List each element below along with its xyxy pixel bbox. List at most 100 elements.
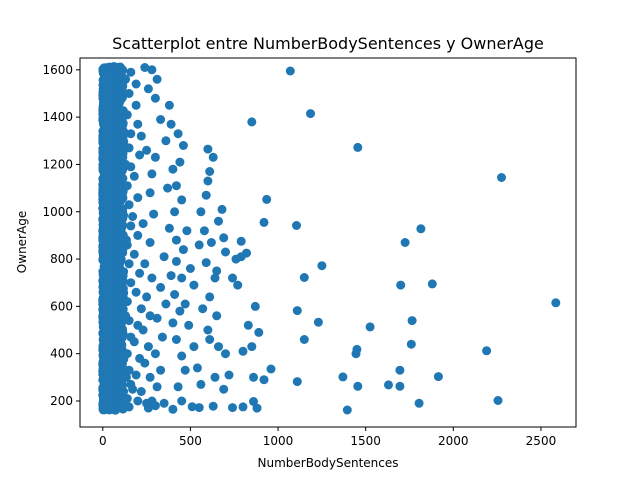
scatter-point	[150, 349, 160, 359]
scatter-point	[259, 375, 269, 385]
scatter-point	[180, 299, 190, 309]
scatter-point	[114, 143, 124, 153]
scatter-point	[187, 402, 197, 412]
scatter-point	[117, 333, 127, 343]
scatter-point	[228, 403, 237, 413]
scatter-point	[124, 200, 134, 210]
scatter-point	[168, 318, 178, 328]
scatter-point	[115, 93, 125, 103]
scatter-point	[189, 342, 199, 352]
scatter-point	[365, 322, 375, 332]
scatter-point	[201, 258, 211, 268]
scatter-point	[205, 167, 215, 176]
scatter-point	[292, 377, 302, 387]
scatter-point	[171, 256, 181, 266]
scatter-point	[126, 129, 136, 139]
scatter-point	[313, 317, 323, 327]
scatter-point	[133, 230, 143, 240]
scatter-point	[249, 372, 258, 382]
scatter-point	[116, 283, 126, 293]
scatter-point	[112, 163, 122, 172]
scatter-point	[242, 248, 251, 258]
scatter-point	[201, 190, 211, 200]
scatter-point	[114, 311, 124, 321]
scatter-point	[161, 136, 171, 146]
scatter-point	[126, 278, 136, 288]
scatter-point	[159, 252, 169, 262]
scatter-point	[171, 181, 181, 191]
scatter-point	[198, 304, 208, 314]
scatter-point	[210, 372, 220, 382]
scatter-point	[112, 361, 122, 371]
scatter-point	[221, 247, 230, 257]
scatter-point	[142, 292, 152, 302]
scatter-point	[133, 320, 143, 330]
scatter-points	[121, 63, 561, 415]
dense-point-cluster	[98, 62, 129, 415]
scatter-point	[203, 176, 213, 186]
scatter-point	[224, 370, 234, 380]
scatter-point	[142, 145, 152, 155]
y-tick-label: 1200	[42, 157, 73, 171]
scatter-point	[285, 66, 295, 76]
x-tick-label: 500	[179, 434, 202, 448]
dense-point-block	[100, 66, 113, 411]
scatter-point	[121, 159, 131, 169]
scatter-point	[194, 403, 204, 413]
scatter-point	[118, 271, 128, 281]
scatter-point	[117, 340, 127, 350]
scatter-point	[231, 254, 241, 264]
scatter-point	[406, 339, 416, 349]
scatter-point	[238, 402, 248, 412]
scatter-point	[150, 93, 160, 103]
scatter-point	[178, 141, 188, 150]
scatter-point	[164, 100, 174, 110]
scatter-point	[143, 84, 153, 94]
scatter-point	[175, 306, 185, 316]
scatter-point	[395, 381, 405, 391]
scatter-point	[173, 129, 183, 139]
y-axis-label: OwnerAge	[15, 211, 29, 273]
scatter-point	[145, 238, 155, 247]
scatter-point	[147, 65, 157, 75]
scatter-point	[219, 384, 229, 394]
scatter-point	[126, 332, 136, 342]
scatter-point	[217, 204, 227, 214]
scatter-point	[152, 313, 162, 323]
scatter-point	[140, 259, 150, 269]
scatter-point	[122, 110, 132, 120]
plot-frame	[79, 57, 577, 428]
scatter-point	[126, 67, 136, 77]
scatter-point	[170, 290, 180, 299]
scatter-point	[247, 117, 257, 127]
scatter-point	[196, 207, 206, 217]
scatter-point	[114, 186, 124, 196]
scatter-point	[157, 332, 167, 342]
scatter-point	[178, 245, 188, 255]
scatter-point	[338, 372, 348, 382]
scatter-point	[114, 121, 124, 131]
scatter-point	[147, 273, 157, 283]
scatter-point	[236, 236, 246, 246]
scatter-point	[262, 194, 272, 204]
scatter-point	[117, 82, 127, 92]
y-tick-label: 1400	[42, 110, 73, 124]
scatter-point	[122, 297, 132, 307]
scatter-point	[250, 301, 260, 311]
scatter-point	[196, 379, 206, 389]
scatter-point	[212, 311, 222, 321]
scatter-point	[233, 280, 243, 290]
scatter-point	[150, 401, 160, 411]
scatter-point	[177, 396, 187, 406]
scatter-point	[228, 273, 237, 283]
scatter-point	[219, 233, 229, 243]
scatter-point	[129, 249, 139, 259]
scatter-point	[551, 298, 561, 308]
x-axis-ticks: 0 500 1000 1500 2000 2500	[99, 427, 556, 448]
scatter-point	[159, 398, 169, 408]
scatter-point	[166, 271, 176, 281]
scatter-point	[353, 381, 363, 391]
scatter-point	[414, 398, 424, 408]
